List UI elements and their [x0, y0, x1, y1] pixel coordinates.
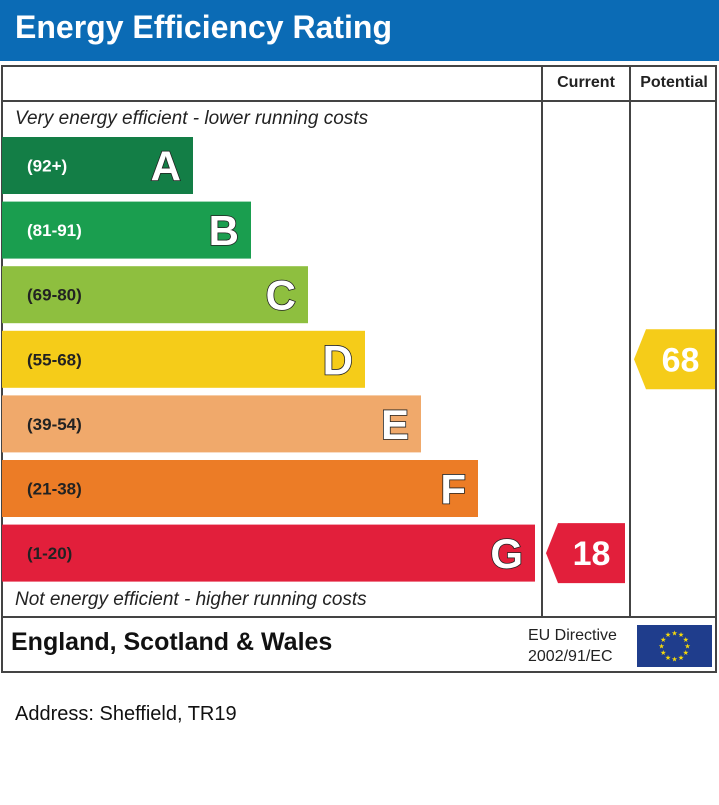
- rating-chart: (92+) A (81-91) B (69-80) C (55-68) D (39-54) E (2…: [2, 137, 715, 584]
- eu-star-icon: ★: [683, 636, 689, 644]
- current-rating-arrow: [546, 523, 625, 584]
- band-a-bar: [2, 137, 193, 194]
- band-b-letter: B: [209, 207, 239, 254]
- bottom-efficiency-note: Not energy efficient - higher running co…: [15, 589, 367, 610]
- footer-divider: [1, 616, 717, 618]
- potential-rating-value: 68: [662, 341, 700, 379]
- eu-star-icon: ★: [665, 631, 671, 639]
- band-e-range: (39-54): [27, 415, 82, 434]
- header-bar: Energy Efficiency Rating: [0, 0, 719, 61]
- top-efficiency-note: Very energy efficient - lower running co…: [15, 108, 369, 129]
- band-g-letter: G: [490, 530, 523, 577]
- eu-star-icon: ★: [678, 631, 684, 639]
- band-b-range: (81-91): [27, 221, 82, 240]
- potential-column-header: Potential: [640, 74, 708, 91]
- band-b-bar: [2, 201, 251, 259]
- band-d-bar: [2, 330, 365, 388]
- band-e-bar: [2, 395, 421, 453]
- eu-directive-label: EU Directive: [528, 627, 617, 644]
- eu-star-icon: ★: [660, 636, 666, 644]
- band-f-letter: F: [440, 466, 466, 513]
- band-c-letter: C: [266, 272, 296, 319]
- eu-directive-number: 2002/91/EC: [528, 648, 613, 665]
- eu-star-icon: ★: [671, 630, 677, 638]
- potential-column-divider: [629, 65, 631, 618]
- current-column-header: Current: [557, 74, 615, 91]
- band-a-letter: A: [151, 143, 181, 190]
- eu-star-icon: ★: [660, 649, 666, 657]
- property-address: Address: Sheffield, TR19: [15, 703, 237, 725]
- eu-star-icon: ★: [678, 654, 684, 662]
- band-a-range: (92+): [27, 157, 67, 176]
- potential-rating-arrow: [634, 329, 715, 390]
- eu-flag-icon: ★ ★ ★ ★ ★ ★ ★ ★ ★ ★ ★ ★: [637, 625, 712, 667]
- current-rating-value: 18: [573, 535, 611, 573]
- band-e-letter: E: [381, 401, 409, 448]
- eu-star-icon: ★: [671, 656, 677, 664]
- band-g-range: (1-20): [27, 544, 72, 563]
- band-d-range: (55-68): [27, 350, 82, 369]
- eu-star-icon: ★: [683, 649, 689, 657]
- band-d-letter: D: [323, 336, 353, 383]
- band-f-bar: [2, 460, 478, 517]
- band-f-range: (21-38): [27, 480, 82, 499]
- column-header-divider: [1, 100, 717, 102]
- band-c-range: (69-80): [27, 286, 82, 305]
- band-g-bar: [2, 524, 535, 582]
- footer-region: England, Scotland & Wales: [11, 628, 333, 656]
- eu-star-icon: ★: [665, 654, 671, 662]
- eu-star-icon: ★: [658, 643, 664, 651]
- band-c-bar: [2, 266, 308, 324]
- page-title: Energy Efficiency Rating: [15, 9, 392, 45]
- current-column-divider: [541, 65, 543, 618]
- eu-star-icon: ★: [684, 643, 690, 651]
